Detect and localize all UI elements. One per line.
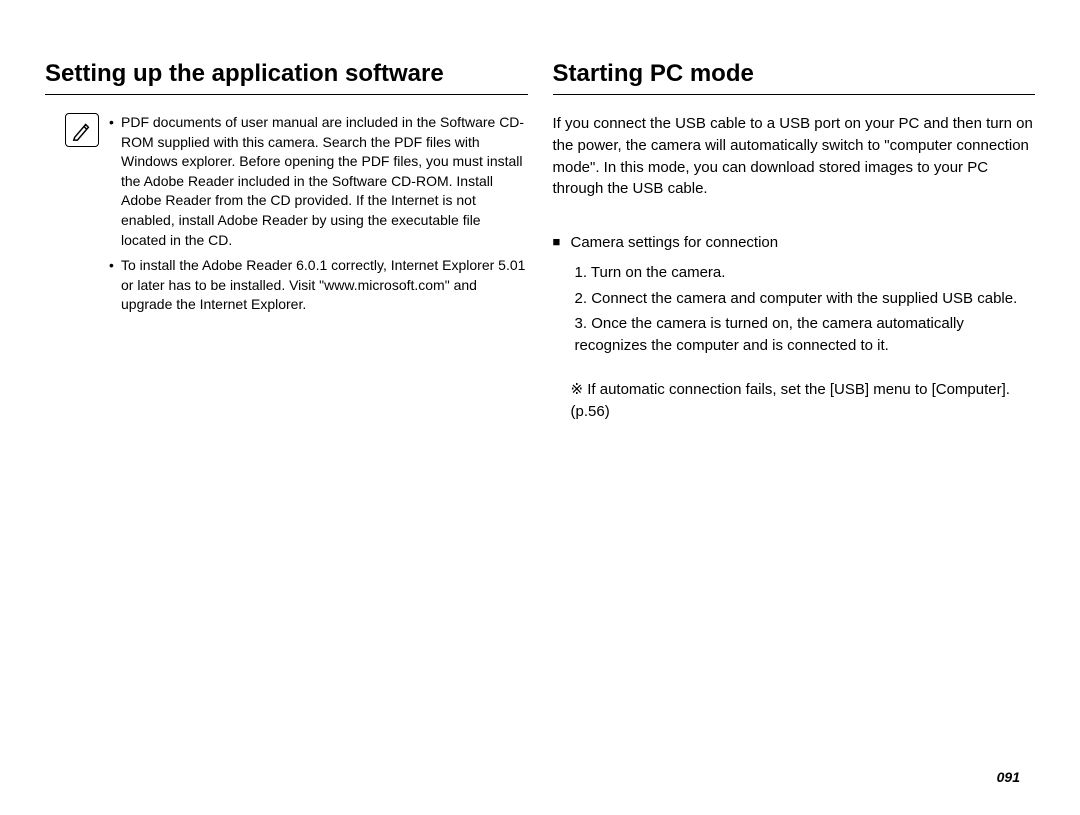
note-icon <box>65 113 99 147</box>
step-number: 3. <box>575 315 588 332</box>
note-item: To install the Adobe Reader 6.0.1 correc… <box>109 256 528 315</box>
note-block: PDF documents of user manual are include… <box>45 113 528 321</box>
right-section-title: Starting PC mode <box>553 60 1036 95</box>
step-text: Once the camera is turned on, the camera… <box>575 315 964 354</box>
page-number: 091 <box>997 769 1020 785</box>
subheading: Camera settings for connection <box>553 232 1036 254</box>
note-list: PDF documents of user manual are include… <box>109 113 528 321</box>
step-text: Connect the camera and computer with the… <box>591 290 1017 307</box>
step-number: 2. <box>575 290 588 307</box>
right-column: Starting PC mode If you connect the USB … <box>553 60 1036 422</box>
intro-paragraph: If you connect the USB cable to a USB po… <box>553 113 1036 200</box>
footnote: ※ If automatic connection fails, set the… <box>553 379 1036 423</box>
step-text: Turn on the camera. <box>591 264 726 281</box>
two-column-layout: Setting up the application software PDF … <box>45 60 1035 422</box>
left-section-title: Setting up the application software <box>45 60 528 95</box>
left-column: Setting up the application software PDF … <box>45 60 528 422</box>
step-item: 3. Once the camera is turned on, the cam… <box>571 313 1036 357</box>
manual-page: Setting up the application software PDF … <box>0 0 1080 815</box>
step-number: 1. <box>575 264 588 281</box>
steps-list: 1. Turn on the camera. 2. Connect the ca… <box>553 262 1036 357</box>
step-item: 1. Turn on the camera. <box>571 262 1036 284</box>
step-item: 2. Connect the camera and computer with … <box>571 288 1036 310</box>
note-item: PDF documents of user manual are include… <box>109 113 528 250</box>
